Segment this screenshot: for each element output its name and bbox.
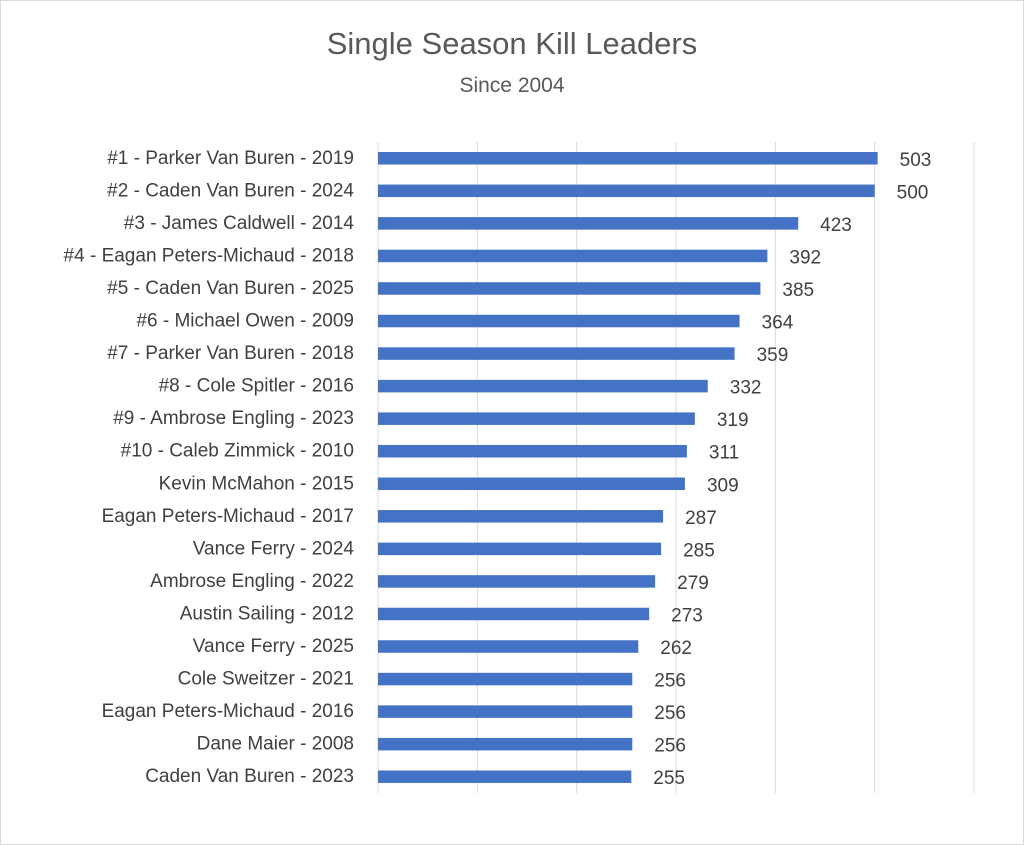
bar	[378, 347, 735, 360]
bar	[378, 152, 878, 165]
data-label: 332	[730, 378, 762, 399]
category-label: #2 - Caden Van Buren - 2024	[107, 180, 354, 201]
data-label: 255	[653, 768, 685, 789]
data-label: 285	[683, 540, 715, 561]
data-label: 262	[660, 638, 692, 659]
category-label: Kevin McMahon - 2015	[159, 473, 354, 494]
data-label: 364	[762, 313, 794, 334]
bar	[378, 672, 633, 686]
category-label: #7 - Parker Van Buren - 2018	[107, 343, 354, 364]
category-label: Austin Sailing - 2012	[180, 603, 354, 624]
bar	[378, 607, 650, 621]
bar	[378, 444, 687, 458]
data-label: 256	[654, 703, 686, 724]
bar	[378, 640, 639, 653]
bar	[378, 705, 633, 718]
chart-subtitle: Since 2004	[459, 74, 565, 97]
bar	[378, 184, 875, 198]
category-label: #1 - Parker Van Buren - 2019	[107, 148, 354, 169]
data-label: 500	[897, 182, 929, 203]
category-label: #5 - Caden Van Buren - 2025	[107, 278, 354, 299]
data-label: 359	[757, 345, 789, 366]
category-label: #9 - Ambrose Engling - 2023	[113, 408, 354, 429]
category-label: #3 - James Caldwell - 2014	[124, 213, 355, 234]
category-label: Ambrose Engling - 2022	[150, 571, 354, 592]
data-label: 503	[900, 150, 932, 171]
category-label: Vance Ferry - 2024	[193, 538, 355, 559]
data-label: 256	[654, 736, 686, 757]
bar	[378, 314, 740, 328]
bar	[378, 770, 632, 783]
data-label: 309	[707, 475, 739, 496]
chart-title: Single Season Kill Leaders	[326, 26, 698, 61]
category-label: #10 - Caleb Zimmick - 2010	[121, 441, 354, 462]
data-label: 273	[671, 605, 703, 626]
data-label: 256	[654, 671, 686, 692]
data-label: 279	[677, 573, 709, 594]
category-label: #6 - Michael Owen - 2009	[136, 311, 354, 332]
bar	[378, 412, 695, 425]
data-label: 423	[820, 215, 852, 236]
category-label: Cole Sweitzer - 2021	[178, 669, 354, 690]
category-label: Eagan Peters-Michaud - 2017	[102, 506, 354, 527]
bar	[378, 282, 761, 295]
data-label: 392	[789, 247, 821, 268]
bar	[378, 477, 685, 491]
bar	[378, 575, 656, 588]
bar	[378, 542, 662, 556]
category-label: #8 - Cole Spitler - 2016	[159, 376, 354, 397]
data-label: 385	[782, 280, 814, 301]
bar	[378, 379, 708, 393]
bar	[378, 249, 768, 263]
data-label: 287	[685, 508, 717, 529]
data-label: 319	[717, 410, 749, 431]
data-label: 311	[709, 443, 739, 464]
category-label: Dane Maier - 2008	[197, 734, 354, 755]
bar	[378, 217, 799, 230]
bar	[378, 510, 664, 523]
bar	[378, 737, 633, 751]
category-label: Caden Van Buren - 2023	[145, 766, 354, 787]
category-label: #4 - Eagan Peters-Michaud - 2018	[64, 245, 354, 266]
category-label: Vance Ferry - 2025	[193, 636, 354, 657]
category-label: Eagan Peters-Michaud - 2016	[102, 701, 354, 722]
